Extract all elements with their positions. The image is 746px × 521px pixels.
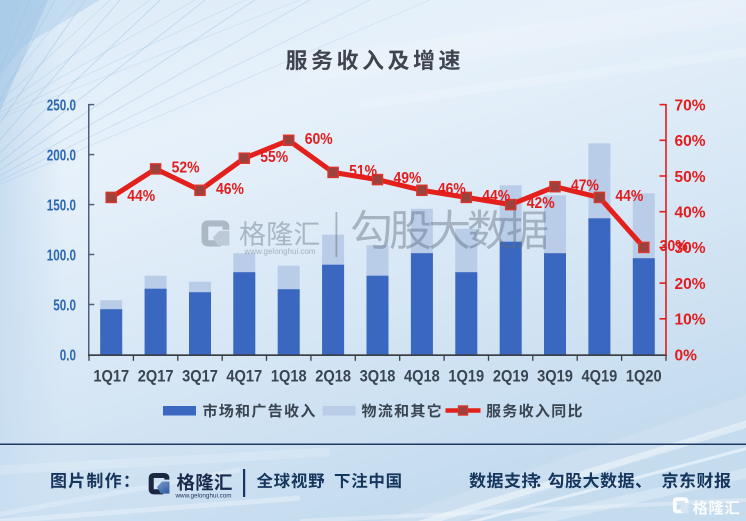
- svg-text:0%: 0%: [675, 347, 697, 364]
- svg-text:100.0: 100.0: [47, 245, 76, 263]
- svg-text:1Q20: 1Q20: [626, 368, 662, 386]
- svg-text:30%: 30%: [675, 240, 706, 257]
- svg-text:2Q17: 2Q17: [138, 368, 174, 386]
- svg-text:3Q19: 3Q19: [537, 368, 573, 386]
- svg-text:20%: 20%: [675, 276, 706, 293]
- svg-text:30%: 30%: [660, 238, 688, 255]
- svg-text:150.0: 150.0: [47, 196, 76, 214]
- svg-text:3Q17: 3Q17: [182, 368, 218, 386]
- svg-text:www.gelonghui.com: www.gelonghui.com: [243, 247, 315, 256]
- svg-text:44%: 44%: [127, 188, 155, 205]
- svg-text:47%: 47%: [571, 178, 599, 195]
- svg-text:1Q18: 1Q18: [271, 368, 307, 386]
- svg-text:1Q19: 1Q19: [448, 368, 484, 386]
- svg-text:50%: 50%: [675, 169, 706, 186]
- svg-text:42%: 42%: [527, 196, 555, 213]
- svg-text:49%: 49%: [394, 171, 422, 188]
- svg-text:2Q18: 2Q18: [315, 368, 351, 386]
- svg-text:44%: 44%: [615, 188, 643, 205]
- svg-text:0.0: 0.0: [60, 345, 76, 363]
- svg-text:1Q17: 1Q17: [93, 368, 129, 386]
- svg-text:250.0: 250.0: [47, 96, 76, 114]
- svg-text:46%: 46%: [216, 181, 244, 198]
- svg-text:60%: 60%: [675, 133, 706, 150]
- svg-text:2Q19: 2Q19: [493, 368, 529, 386]
- svg-text:4Q17: 4Q17: [226, 368, 262, 386]
- svg-text:51%: 51%: [349, 163, 377, 180]
- svg-text:55%: 55%: [260, 149, 288, 166]
- svg-text:3Q18: 3Q18: [360, 368, 396, 386]
- svg-text:10%: 10%: [675, 311, 706, 328]
- svg-text:4Q19: 4Q19: [582, 368, 618, 386]
- svg-text:4Q18: 4Q18: [404, 368, 440, 386]
- svg-text:200.0: 200.0: [47, 146, 76, 164]
- svg-text:www.gelonghui.com: www.gelonghui.com: [174, 493, 231, 500]
- svg-text:70%: 70%: [675, 97, 706, 114]
- svg-text:52%: 52%: [172, 160, 200, 177]
- svg-text:46%: 46%: [438, 181, 466, 198]
- svg-text:60%: 60%: [305, 131, 333, 148]
- svg-text:50.0: 50.0: [53, 295, 76, 313]
- svg-text:44%: 44%: [482, 188, 510, 205]
- svg-text:40%: 40%: [675, 204, 706, 221]
